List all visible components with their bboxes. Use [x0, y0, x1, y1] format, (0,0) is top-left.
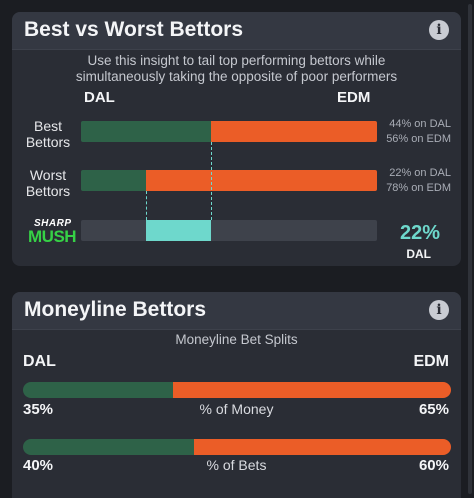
bets-edm-segment — [194, 439, 451, 455]
bets-edm-pct: 60% — [418, 457, 449, 474]
team-left-label: DAL — [84, 89, 115, 106]
sharp-team: DAL — [406, 247, 431, 261]
money-edm-pct: 65% — [418, 401, 449, 418]
card-header: Best vs Worst Bettors i — [12, 12, 461, 50]
money-dal-segment — [23, 382, 173, 398]
moneyline-card: Moneyline Bettors i Moneyline Bet Splits… — [12, 292, 461, 498]
moneyline-subtitle: Moneyline Bet Splits — [175, 332, 298, 347]
info-icon[interactable]: i — [429, 20, 449, 40]
sharp-range-segment — [146, 220, 212, 241]
money-edm-segment — [172, 382, 451, 398]
sharp-track-left — [81, 220, 147, 241]
best-dal-pct: 44% on DAL — [389, 118, 451, 130]
worst-dal-segment — [81, 170, 147, 191]
info-icon[interactable]: i — [429, 300, 449, 320]
subtitle-line-1: Use this insight to tail top performing … — [87, 53, 386, 68]
best-vs-worst-card: Best vs Worst Bettors i Use this insight… — [12, 12, 461, 266]
worst-bettors-pcts: 22% on DAL 78% on EDM — [386, 166, 451, 196]
subtitle: Use this insight to tail top performing … — [12, 53, 461, 85]
bets-dal-segment — [23, 439, 195, 455]
worst-divider-guide — [146, 191, 148, 220]
team-right-label: EDM — [337, 89, 371, 106]
sharp-track-right — [211, 220, 377, 241]
money-split-bar — [23, 382, 451, 398]
bets-dal-pct: 40% — [23, 457, 54, 474]
bets-label: % of Bets — [206, 457, 267, 473]
worst-bettors-bar — [81, 170, 377, 191]
best-bettors-pcts: 44% on DAL 56% on EDM — [386, 117, 451, 147]
card-title: Moneyline Bettors — [24, 298, 207, 321]
sharp-mush-logo: SHARP MUSH — [26, 218, 82, 248]
best-edm-segment — [211, 121, 377, 142]
team-left-label: DAL — [23, 353, 56, 370]
best-label-line-1: Best — [33, 118, 62, 134]
best-dal-segment — [81, 121, 212, 142]
bets-split-bar — [23, 439, 451, 455]
sharp-pct: 22% — [399, 222, 440, 244]
card-title: Best vs Worst Bettors — [24, 18, 244, 41]
worst-edm-segment — [146, 170, 377, 191]
subtitle-line-2: simultaneously taking the opposite of po… — [75, 69, 398, 84]
best-bettors-label: Best Bettors — [18, 118, 78, 150]
best-bettors-bar — [81, 121, 377, 142]
money-dal-pct: 35% — [23, 401, 54, 418]
logo-top-text: SHARP — [34, 218, 72, 229]
sharp-range-bar — [81, 220, 377, 241]
worst-dal-pct: 22% on DAL — [389, 167, 451, 179]
worst-label-line-2: Bettors — [25, 183, 71, 199]
logo-bottom-text: MUSH — [28, 227, 77, 246]
best-divider-guide — [211, 142, 213, 220]
best-label-line-2: Bettors — [25, 134, 71, 150]
page-scrollbar[interactable] — [468, 4, 472, 494]
money-label: % of Money — [199, 401, 274, 417]
worst-bettors-label: Worst Bettors — [18, 167, 78, 199]
worst-label-line-1: Worst — [29, 167, 67, 183]
best-edm-pct: 56% on EDM — [386, 133, 451, 145]
team-right-label: EDM — [413, 353, 449, 370]
card-header: Moneyline Bettors i — [12, 292, 461, 330]
worst-edm-pct: 78% on EDM — [386, 182, 451, 194]
